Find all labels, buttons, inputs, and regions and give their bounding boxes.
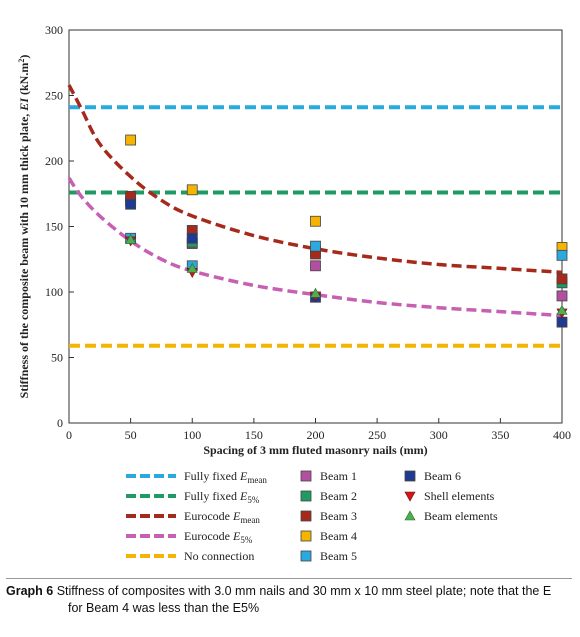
legend-label: Shell elements [424, 489, 495, 503]
data-point-beam-6 [186, 232, 198, 244]
legend-entry-eurocode-e-mean: Eurocode Emean [126, 509, 260, 525]
caption-label: Graph 6 [6, 584, 54, 598]
x-tick-label: 350 [491, 428, 509, 442]
data-point-beam-1 [556, 290, 568, 302]
data-point-beam-4 [186, 184, 198, 196]
legend-entry-fully-fixed-e-5: Fully fixed E5% [126, 489, 260, 505]
y-axis-title: Stiffness of the composite beam with 10 … [17, 55, 31, 399]
plot-area: 0 50 100 150 200 250 300 0 50 100 150 200 250 300 350 4… [17, 23, 571, 457]
legend-label: Beam 4 [320, 529, 357, 543]
legend-label: Beam elements [424, 509, 498, 523]
legend-label: Fully fixed Emean [184, 469, 267, 485]
x-tick-label: 100 [183, 428, 201, 442]
legend-label: Beam 6 [424, 469, 461, 483]
data-point-beam-elements [309, 287, 322, 298]
legend-entry-beam-2: Beam 2 [300, 489, 357, 503]
data-point-beam-6 [556, 316, 568, 328]
legend-label: No connection [184, 549, 254, 563]
data-point-beam-5 [310, 240, 321, 252]
series-curve-eurocode-e-mean [67, 84, 563, 275]
legend-marker [300, 550, 312, 562]
chart: 0 50 100 150 200 250 300 0 50 100 150 200 250 300 350 4… [17, 23, 571, 563]
legend-label: Beam 1 [320, 469, 357, 483]
legend-marker [300, 470, 312, 482]
data-point-beam-1 [310, 260, 321, 272]
legend-marker [300, 510, 312, 522]
legend-label: Beam 5 [320, 549, 357, 563]
legend-entry-beam-5: Beam 5 [300, 549, 357, 563]
legend-entry-beam-1: Beam 1 [300, 469, 357, 483]
figure-caption: Graph 6 Stiffness of composites with 3.0… [6, 583, 572, 617]
y-tick-label: 50 [51, 351, 63, 365]
x-tick-label: 0 [66, 428, 72, 442]
legend-marker [404, 491, 416, 502]
legend-entry-beam-4: Beam 4 [300, 529, 357, 543]
data-point-beam-4 [125, 134, 137, 146]
legend-label: Eurocode Emean [184, 509, 260, 525]
x-axis-title: Spacing of 3 mm fluted masonry nails (mm… [203, 443, 427, 457]
x-tick-label: 200 [307, 428, 325, 442]
legend-entry-beam-3: Beam 3 [300, 509, 357, 523]
data-point-beam-5 [556, 249, 568, 261]
y-tick-label: 300 [45, 23, 63, 37]
legend: Fully fixed Emean Fully fixed E5% Eurocode… [126, 469, 498, 563]
caption-divider [6, 578, 572, 579]
x-tick-label: 50 [125, 428, 137, 442]
y-tick-label: 200 [45, 154, 63, 168]
legend-label: Eurocode E5% [184, 529, 253, 545]
legend-entry-fully-fixed-e-mean: Fully fixed Emean [126, 469, 267, 485]
x-tick-label: 400 [553, 428, 571, 442]
y-tick-label: 100 [45, 285, 63, 299]
legend-entry-no-connection: No connection [126, 549, 254, 563]
caption-line-2: for Beam 4 was less than the E5% [68, 601, 260, 615]
data-point-beam-3 [556, 273, 568, 285]
legend-marker [300, 490, 312, 502]
legend-label: Beam 2 [320, 489, 357, 503]
x-tick-label: 150 [245, 428, 263, 442]
x-tick-label: 250 [368, 428, 386, 442]
legend-entry-shell-elements: Shell elements [404, 489, 495, 503]
y-tick-label: 0 [57, 416, 63, 430]
legend-entry-beam-6: Beam 6 [404, 469, 461, 483]
data-point-beam-4 [310, 215, 321, 227]
series-curve-eurocode-e-5 [67, 177, 563, 318]
legend-marker [300, 530, 312, 542]
y-tick-label: 250 [45, 89, 63, 103]
caption-line-1: Stiffness of composites with 3.0 mm nail… [53, 584, 552, 598]
data-point-beam-6 [125, 198, 137, 210]
data-point-beam-elements [186, 262, 198, 273]
data-point-beam-elements [125, 233, 137, 244]
legend-label: Fully fixed E5% [184, 489, 260, 505]
legend-label: Beam 3 [320, 509, 357, 523]
legend-entry-beam-elements: Beam elements [404, 509, 498, 523]
legend-entry-eurocode-e-5: Eurocode E5% [126, 529, 253, 545]
y-tick-label: 150 [45, 220, 63, 234]
data-point-beam-elements [556, 304, 568, 315]
legend-marker [404, 510, 416, 521]
legend-marker [404, 470, 416, 482]
x-tick-label: 300 [430, 428, 448, 442]
